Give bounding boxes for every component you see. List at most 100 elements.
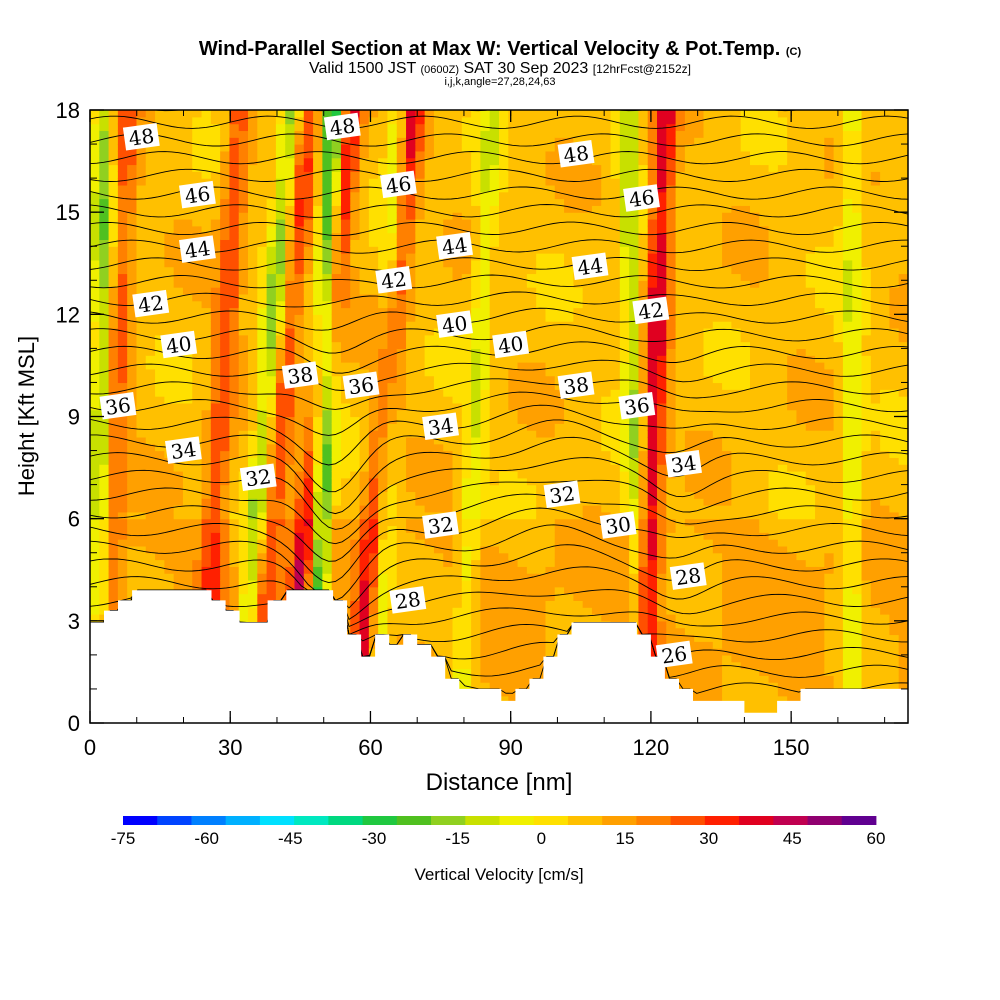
field-cell	[573, 293, 584, 302]
field-cell	[396, 232, 407, 241]
field-cell	[99, 532, 110, 540]
field-cell	[489, 273, 500, 281]
field-cell	[461, 491, 472, 499]
field-cell	[517, 137, 528, 145]
field-cell	[331, 144, 342, 152]
field-cell	[499, 634, 509, 642]
field-cell	[266, 293, 277, 302]
field-cell	[396, 150, 407, 159]
field-cell	[536, 225, 547, 234]
field-cell	[406, 130, 416, 138]
field-cell	[591, 321, 602, 329]
field-cell	[424, 614, 435, 622]
field-cell	[499, 600, 509, 608]
field-cell	[591, 150, 602, 159]
field-cell	[164, 218, 175, 227]
field-cell	[378, 362, 389, 370]
field-cell	[275, 559, 286, 567]
field-cell	[545, 341, 556, 349]
field-cell	[564, 110, 574, 118]
field-cell	[331, 382, 342, 390]
field-cell	[99, 116, 110, 125]
field-cell	[359, 191, 370, 200]
field-cell	[266, 518, 277, 527]
field-cell	[220, 505, 231, 513]
field-cell	[331, 484, 342, 493]
field-cell	[452, 355, 463, 363]
field-cell	[517, 314, 528, 322]
field-cell	[285, 110, 296, 118]
field-cell	[508, 409, 519, 418]
field-cell	[313, 198, 323, 206]
field-cell	[452, 287, 463, 295]
field-cell	[415, 416, 426, 424]
field-cell	[99, 579, 110, 588]
field-cell	[340, 539, 351, 547]
field-cell	[554, 559, 565, 567]
field-cell	[554, 198, 565, 206]
field-cell	[350, 423, 361, 431]
field-cell	[220, 470, 231, 479]
field-cell	[480, 532, 491, 540]
field-cell	[117, 253, 128, 261]
field-cell	[387, 327, 398, 336]
field-cell	[340, 423, 351, 431]
field-cell	[378, 368, 389, 377]
field-cell	[471, 416, 482, 424]
field-cell	[173, 464, 184, 472]
field-cell	[433, 634, 444, 642]
field-cell	[471, 654, 482, 663]
field-cell	[331, 505, 342, 513]
field-cell	[591, 110, 602, 118]
field-cell	[90, 130, 100, 138]
field-cell	[266, 443, 277, 452]
field-cell	[536, 321, 547, 329]
field-cell	[452, 566, 463, 574]
field-cell	[331, 450, 342, 458]
field-cell	[480, 327, 491, 336]
field-cell	[145, 184, 156, 193]
field-cell	[406, 579, 416, 588]
field-cell	[220, 348, 231, 356]
field-cell	[536, 600, 547, 608]
field-cell	[424, 450, 435, 458]
field-cell	[526, 593, 537, 601]
field-cell	[182, 498, 193, 506]
field-cell	[182, 525, 193, 533]
field-cell	[173, 518, 184, 527]
field-cell	[396, 212, 407, 220]
field-cell	[313, 191, 323, 200]
field-cell	[182, 552, 193, 561]
field-cell	[554, 545, 565, 554]
field-cell	[350, 218, 361, 227]
field-cell	[433, 491, 444, 499]
field-cell	[220, 321, 231, 329]
field-cell	[99, 443, 110, 452]
field-cell	[545, 627, 556, 636]
field-cell	[387, 436, 398, 445]
field-cell	[238, 545, 249, 554]
field-cell	[136, 355, 147, 363]
field-cell	[517, 171, 528, 179]
field-cell	[396, 634, 407, 642]
field-cell	[499, 695, 509, 704]
field-cell	[564, 416, 574, 424]
field-cell	[573, 137, 584, 145]
field-cell	[368, 491, 379, 499]
field-cell	[294, 239, 305, 247]
field-cell	[536, 171, 547, 179]
field-cell	[573, 600, 584, 608]
field-cell	[517, 157, 528, 166]
field-cell	[155, 505, 165, 513]
field-cell	[257, 600, 268, 608]
field-cell	[303, 164, 314, 172]
field-cell	[443, 266, 454, 275]
field-cell	[573, 443, 584, 452]
field-cell	[536, 293, 547, 302]
field-cell	[182, 171, 193, 179]
field-cell	[526, 430, 537, 438]
field-cell	[582, 198, 593, 206]
field-cell	[564, 532, 574, 540]
field-cell	[415, 382, 426, 390]
field-cell	[173, 314, 184, 322]
